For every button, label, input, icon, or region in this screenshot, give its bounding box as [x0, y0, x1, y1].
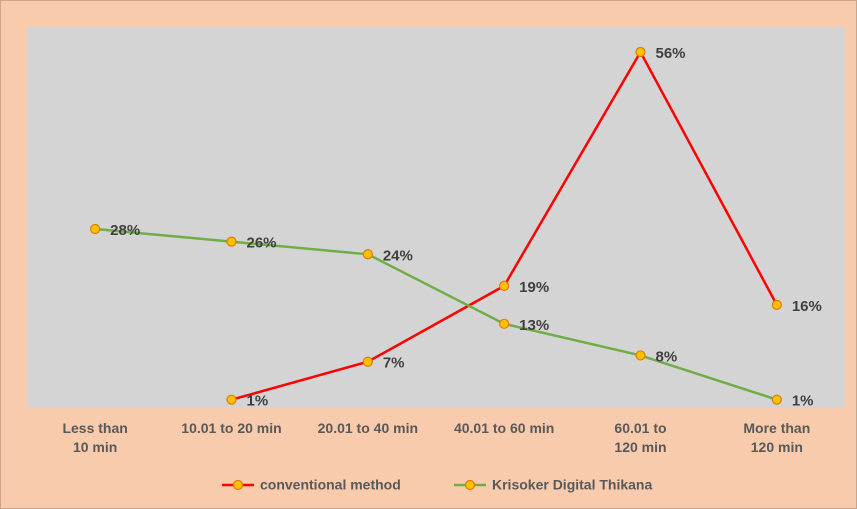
data-point	[226, 394, 237, 405]
legend-marker	[232, 479, 244, 491]
x-tick-label: 60.01 to 120 min	[614, 420, 667, 455]
data-point	[771, 394, 782, 405]
data-point	[499, 280, 510, 291]
data-label: 1%	[792, 393, 814, 410]
plot-area	[27, 27, 845, 408]
legend-label: conventional method	[260, 477, 401, 493]
data-point	[226, 236, 237, 247]
data-label: 13%	[519, 317, 549, 334]
data-label: 24%	[383, 247, 413, 264]
data-point	[635, 46, 646, 58]
data-label: 8%	[656, 348, 678, 365]
data-point	[362, 249, 373, 260]
data-label: 7%	[383, 355, 405, 372]
data-point	[362, 356, 373, 367]
x-tick-label: 40.01 to 60 min	[453, 420, 555, 436]
x-tick-label: 20.01 to 40 min	[317, 420, 419, 436]
x-tick-label: 10.01 to 20 min	[181, 420, 282, 436]
x-tick-label: Less than 10 min	[62, 420, 128, 455]
data-point	[499, 318, 510, 329]
legend-marker	[464, 479, 476, 491]
data-label: 26%	[247, 235, 277, 252]
legend-label: Krisoker Digital Thikana	[492, 477, 652, 493]
data-point	[635, 350, 646, 361]
data-point	[90, 223, 101, 235]
data-label: 16%	[792, 298, 822, 315]
data-label: 56%	[656, 45, 686, 62]
data-point	[771, 299, 782, 310]
data-label: 1%	[247, 393, 269, 410]
data-label: 28%	[110, 222, 140, 239]
data-label: 19%	[519, 279, 549, 296]
x-tick-label: More than 120 min	[743, 420, 811, 455]
series-line	[95, 227, 778, 401]
